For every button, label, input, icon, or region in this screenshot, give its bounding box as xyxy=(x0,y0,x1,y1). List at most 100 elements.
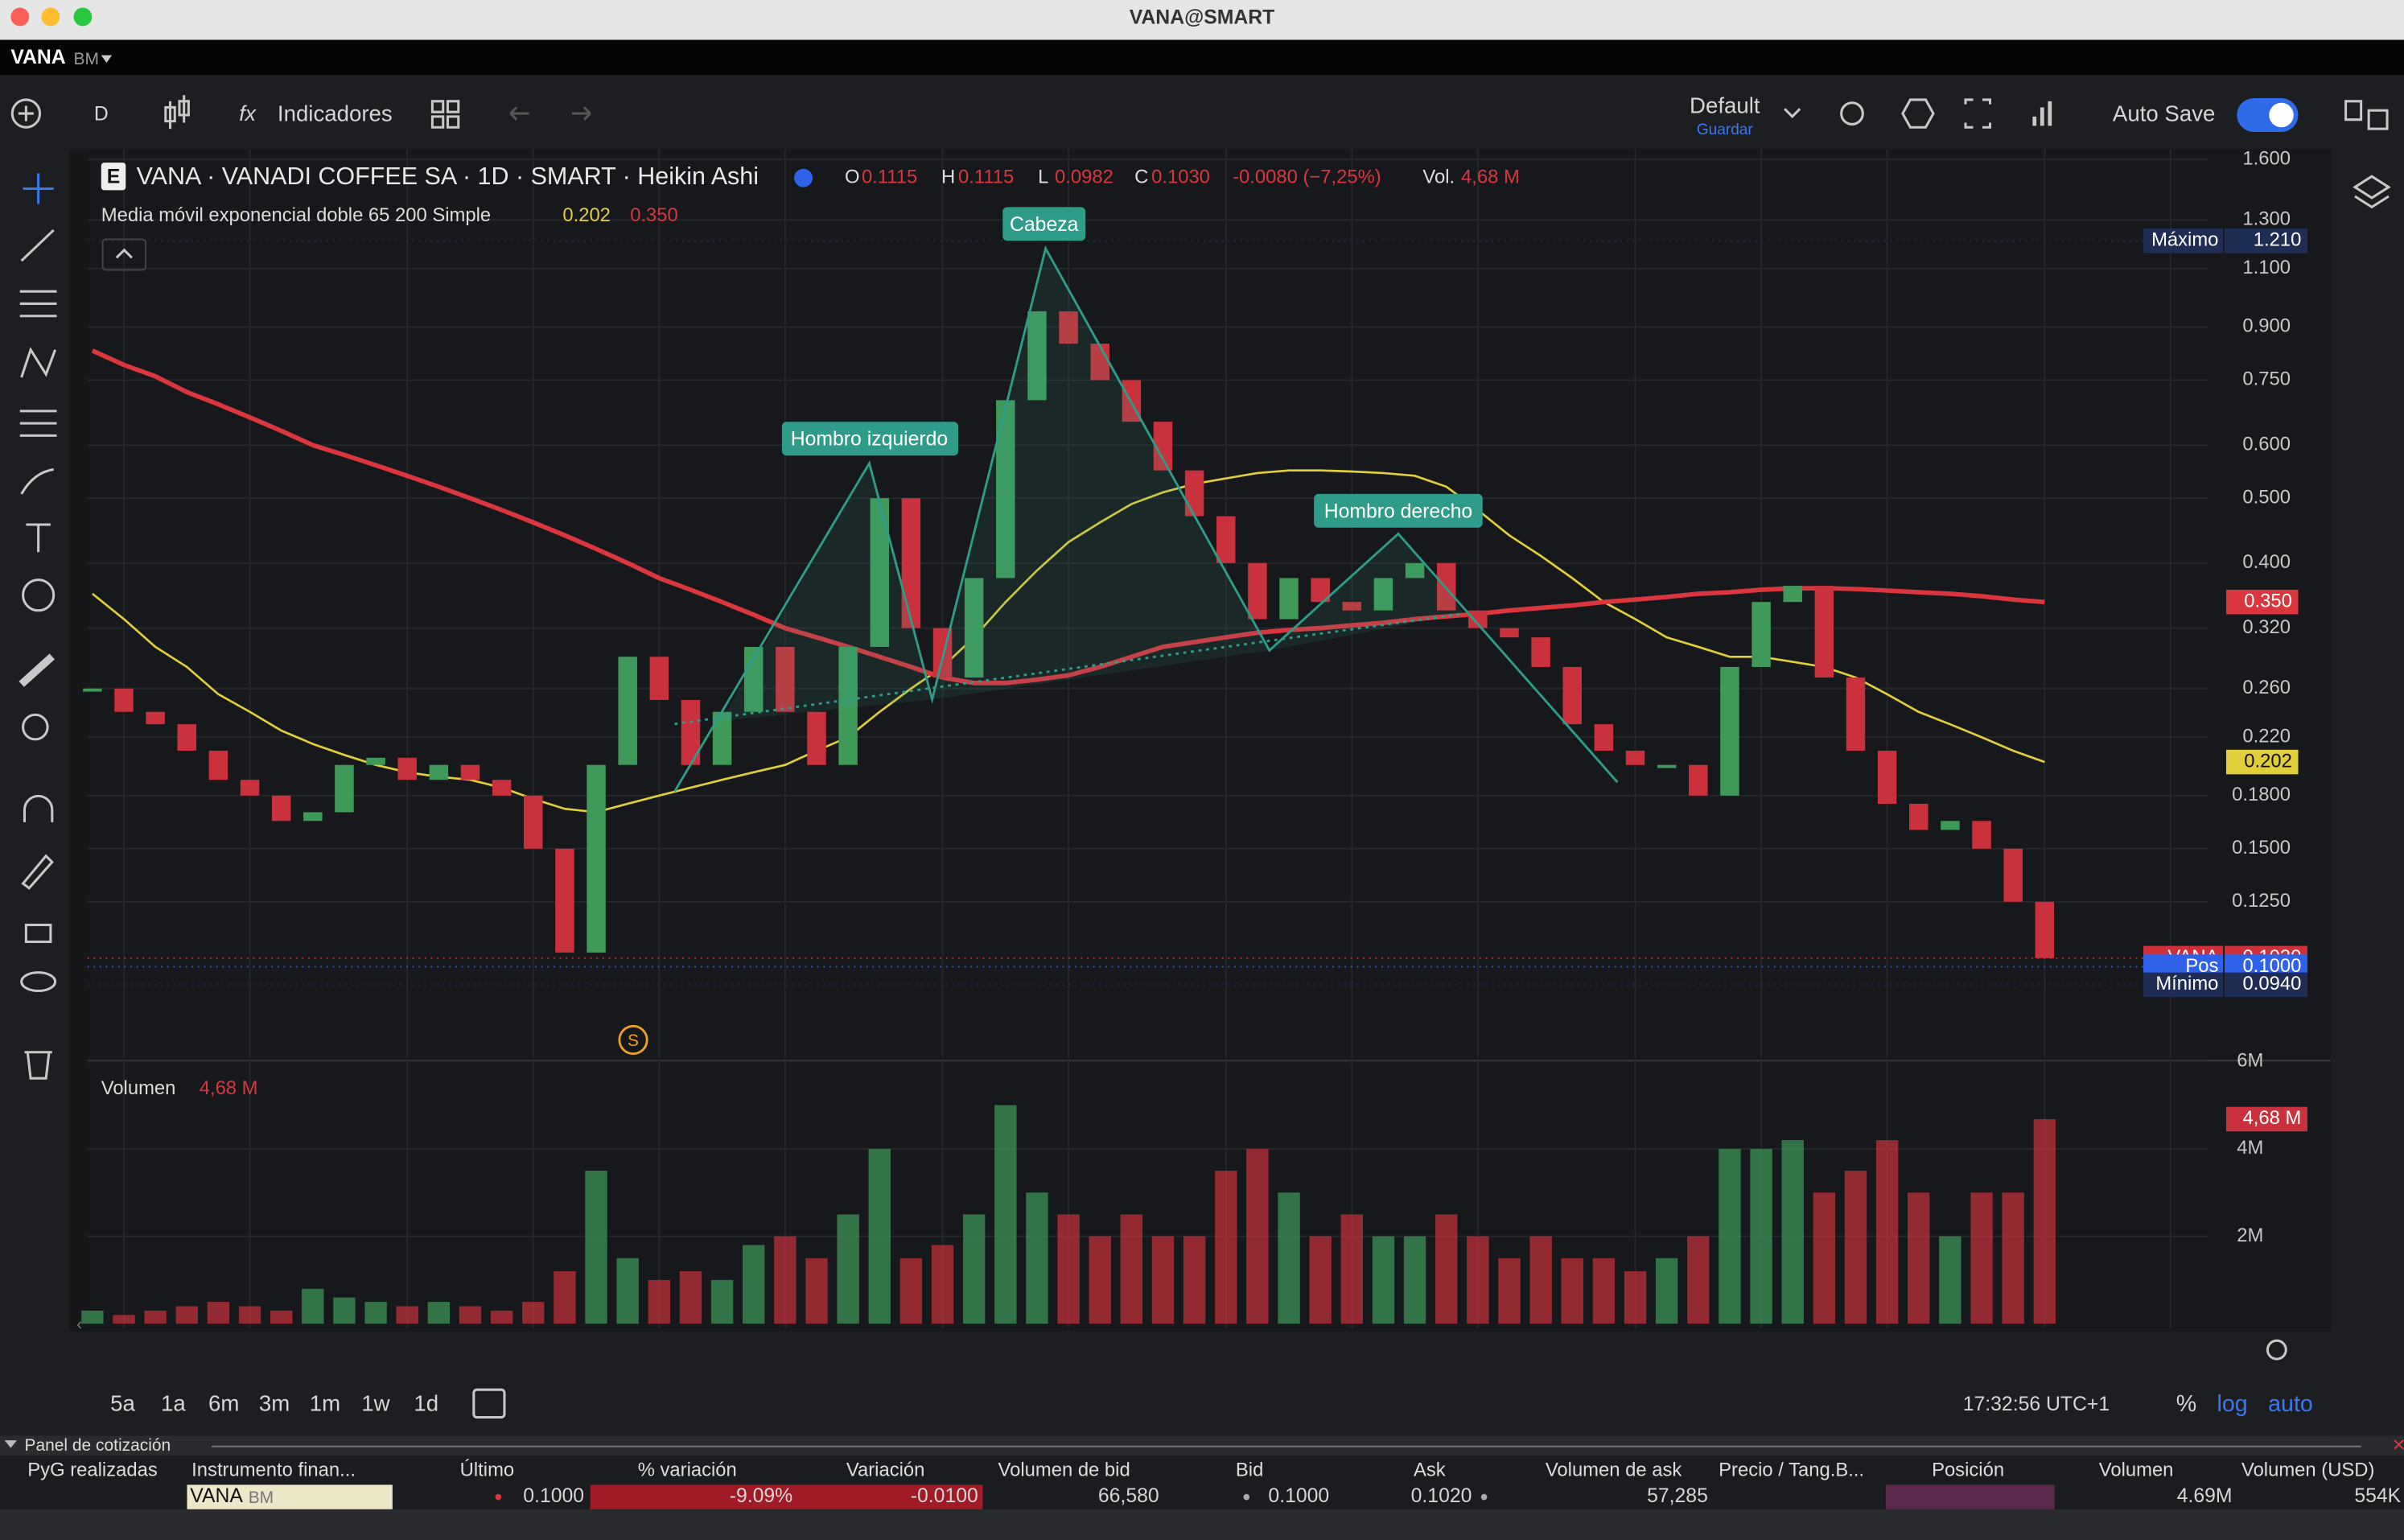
axis-settings[interactable] xyxy=(2266,1339,2287,1361)
add-symbol[interactable] xyxy=(10,98,42,129)
save-layout[interactable]: Guardar xyxy=(1697,121,1754,138)
panel-caret[interactable] xyxy=(4,1440,17,1448)
volume-bar xyxy=(1120,1214,1143,1324)
volume-bar xyxy=(585,1171,607,1324)
symbol[interactable]: VANA xyxy=(10,47,65,68)
volume-bar xyxy=(459,1306,482,1324)
layout-menu[interactable] xyxy=(1784,108,1801,119)
y-tick-label: 0.1250 xyxy=(2232,890,2291,912)
ohlc-value: 0.1030 xyxy=(1151,166,1210,187)
collapse-legend[interactable] xyxy=(101,238,146,271)
rate-icons[interactable] xyxy=(2344,100,2389,130)
column-header[interactable]: % variación xyxy=(638,1460,737,1481)
annotation: Hombro derecho xyxy=(1324,500,1472,522)
range-button[interactable]: 1m xyxy=(310,1391,340,1416)
volume-bar xyxy=(1908,1192,1930,1324)
instrument-cell xyxy=(187,1484,393,1509)
redo[interactable] xyxy=(571,106,591,121)
ma-badge xyxy=(2225,589,2299,615)
ohlc-value: 0.1115 xyxy=(958,166,1014,187)
candle xyxy=(807,711,826,765)
volume-bar xyxy=(616,1258,639,1324)
column-header[interactable]: Instrumento finan... xyxy=(191,1460,356,1481)
column-header[interactable]: Variación xyxy=(846,1460,924,1481)
candle xyxy=(1625,751,1645,765)
range-button[interactable]: 6m xyxy=(208,1391,239,1416)
candle xyxy=(1814,586,1834,678)
column-header[interactable]: PyG realizadas xyxy=(27,1460,158,1481)
percent-toggle[interactable]: % xyxy=(2176,1391,2196,1417)
volume-bar xyxy=(1183,1236,1206,1324)
range-button[interactable]: 1w xyxy=(361,1391,390,1416)
panel-close[interactable]: ✕ xyxy=(2392,1436,2404,1455)
log-toggle[interactable]: log xyxy=(2217,1391,2248,1417)
lock-tool[interactable] xyxy=(24,924,52,944)
candle xyxy=(681,699,701,765)
settings-icon[interactable] xyxy=(1901,98,1935,129)
goto-date[interactable] xyxy=(472,1388,506,1419)
volume-pane xyxy=(87,1061,2331,1332)
column-header[interactable]: Precio / Tang.B... xyxy=(1719,1460,1864,1481)
layout-name[interactable]: Default xyxy=(1690,93,1760,118)
snapshot[interactable] xyxy=(2032,101,2052,126)
volume-bar xyxy=(396,1306,418,1324)
crosshair-tool[interactable] xyxy=(23,173,54,204)
magnet-tool[interactable] xyxy=(23,794,54,822)
change: -0.0080 (−7,25%) xyxy=(1233,166,1381,187)
zoom-button[interactable] xyxy=(73,7,93,27)
symbol-caret[interactable] xyxy=(101,55,113,64)
range-button[interactable]: 1d xyxy=(414,1391,438,1416)
brush-tool[interactable] xyxy=(20,467,54,495)
column-header[interactable]: Volumen de bid xyxy=(998,1460,1130,1481)
text-tool[interactable] xyxy=(26,523,51,553)
candle xyxy=(1594,724,1614,751)
minimize-button[interactable] xyxy=(41,7,60,27)
column-header[interactable]: Bid xyxy=(1236,1460,1263,1481)
candle xyxy=(649,657,669,700)
pattern-tool[interactable] xyxy=(20,347,57,378)
indicators-button[interactable]: Indicadores xyxy=(278,101,393,126)
stay-drawing[interactable] xyxy=(21,854,54,890)
hide-tool[interactable] xyxy=(20,971,57,993)
column-header[interactable]: Volumen (USD) xyxy=(2241,1460,2374,1481)
candle xyxy=(743,646,764,712)
column-header[interactable]: Ask xyxy=(1414,1460,1446,1481)
chart-type[interactable] xyxy=(164,95,190,130)
zoom-tool[interactable] xyxy=(22,713,49,741)
delete-tool[interactable] xyxy=(24,1051,52,1080)
marker-value: 1.210 xyxy=(2254,229,2302,251)
column-header[interactable]: Posición xyxy=(1932,1460,2004,1481)
layouts[interactable] xyxy=(430,100,460,129)
split-event[interactable] xyxy=(618,1024,648,1056)
close-button[interactable] xyxy=(10,7,30,27)
emoji-tool[interactable] xyxy=(22,579,56,612)
volume-bar xyxy=(1435,1214,1458,1324)
auto-toggle[interactable]: auto xyxy=(2268,1391,2313,1417)
scroll-left[interactable]: ‹ xyxy=(76,1316,82,1334)
range-button[interactable]: 3m xyxy=(259,1391,290,1416)
fullscreen[interactable] xyxy=(1964,98,1992,129)
ask-dot xyxy=(1480,1493,1488,1501)
trendline-tool[interactable] xyxy=(20,229,55,262)
volume-bar xyxy=(238,1306,261,1324)
column-header[interactable]: Volumen de ask xyxy=(1546,1460,1682,1481)
candle xyxy=(397,757,417,780)
range-button[interactable]: 5a xyxy=(110,1391,135,1416)
interval[interactable]: D xyxy=(94,104,109,126)
candle xyxy=(1059,311,1078,344)
projection-tool[interactable] xyxy=(19,410,57,437)
undo[interactable] xyxy=(509,106,529,121)
measure-tool[interactable] xyxy=(19,653,55,687)
range-button[interactable]: 1a xyxy=(161,1391,186,1416)
object-tree[interactable] xyxy=(2353,175,2391,209)
title-bar xyxy=(0,0,2404,40)
column-header[interactable]: Último xyxy=(460,1460,514,1481)
volume-bar xyxy=(710,1279,734,1324)
alert-icon[interactable] xyxy=(1840,101,1864,126)
fib-tool[interactable] xyxy=(19,290,57,318)
y-tick-label: 0.900 xyxy=(2242,315,2291,337)
candle xyxy=(492,780,512,796)
column-header[interactable]: Volumen xyxy=(2099,1460,2174,1481)
logo-letter: E xyxy=(107,167,121,188)
instrument[interactable]: VANA xyxy=(190,1485,243,1507)
